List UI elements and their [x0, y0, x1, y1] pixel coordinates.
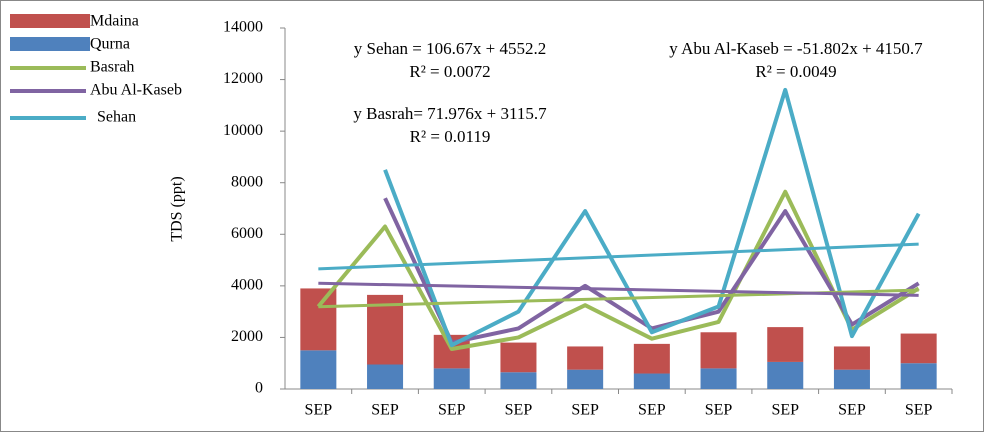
bar — [767, 327, 804, 362]
x-tick-label: SEP — [305, 402, 333, 419]
bar — [633, 373, 670, 389]
legend-swatch — [10, 37, 90, 51]
trendline — [318, 281, 919, 297]
bar — [367, 364, 404, 389]
x-tick-label: SEP — [371, 402, 399, 419]
legend-label: Qurna — [90, 36, 130, 53]
y-tick-label: 12000 — [223, 70, 263, 87]
bar — [500, 372, 537, 389]
legend-label: Abu Al-Kaseb — [90, 82, 182, 99]
y-axis-label: TDS (ppt) — [169, 176, 186, 241]
annotation: y Sehan = 106.67x + 4552.2 — [354, 39, 546, 58]
x-tick-label: SEP — [571, 402, 599, 419]
bar — [433, 368, 470, 389]
trendline — [318, 242, 919, 271]
bar — [300, 288, 337, 351]
legend-label: Basrah — [90, 59, 134, 76]
bar — [700, 368, 737, 389]
legend-label: Mdaina — [90, 13, 139, 30]
y-tick-label: 4000 — [231, 277, 263, 294]
line — [316, 189, 920, 352]
bar — [300, 350, 337, 389]
bar — [500, 342, 537, 373]
annotation: R² = 0.0049 — [755, 62, 836, 81]
line — [383, 87, 921, 348]
annotation: y Abu Al-Kaseb = -51.802x + 4150.7 — [669, 39, 923, 58]
bar — [633, 343, 670, 374]
annotation: R² = 0.0072 — [409, 62, 490, 81]
x-tick-label: SEP — [705, 402, 733, 419]
legend-label: Sehan — [97, 109, 136, 126]
bar — [767, 361, 804, 389]
bar — [833, 346, 870, 370]
y-tick-label: 8000 — [231, 173, 263, 190]
annotation: R² = 0.0119 — [410, 127, 491, 146]
y-tick-label: 0 — [255, 380, 263, 397]
x-tick-label: SEP — [438, 402, 466, 419]
y-tick-label: 6000 — [231, 225, 263, 242]
x-tick-label: SEP — [505, 402, 533, 419]
x-tick-label: SEP — [638, 402, 666, 419]
y-tick-label: 2000 — [231, 328, 263, 345]
bar — [900, 333, 937, 364]
bar — [700, 332, 737, 369]
y-tick-label: 14000 — [223, 19, 263, 36]
x-tick-label: SEP — [838, 402, 866, 419]
annotation: y Basrah= 71.976x + 3115.7 — [353, 104, 547, 123]
x-tick-label: SEP — [771, 402, 799, 419]
bar — [567, 346, 604, 370]
bar — [900, 363, 937, 389]
bar — [833, 369, 870, 389]
y-tick-label: 10000 — [223, 122, 263, 139]
x-tick-label: SEP — [905, 402, 933, 419]
bar — [567, 369, 604, 389]
legend-swatch — [10, 14, 90, 28]
